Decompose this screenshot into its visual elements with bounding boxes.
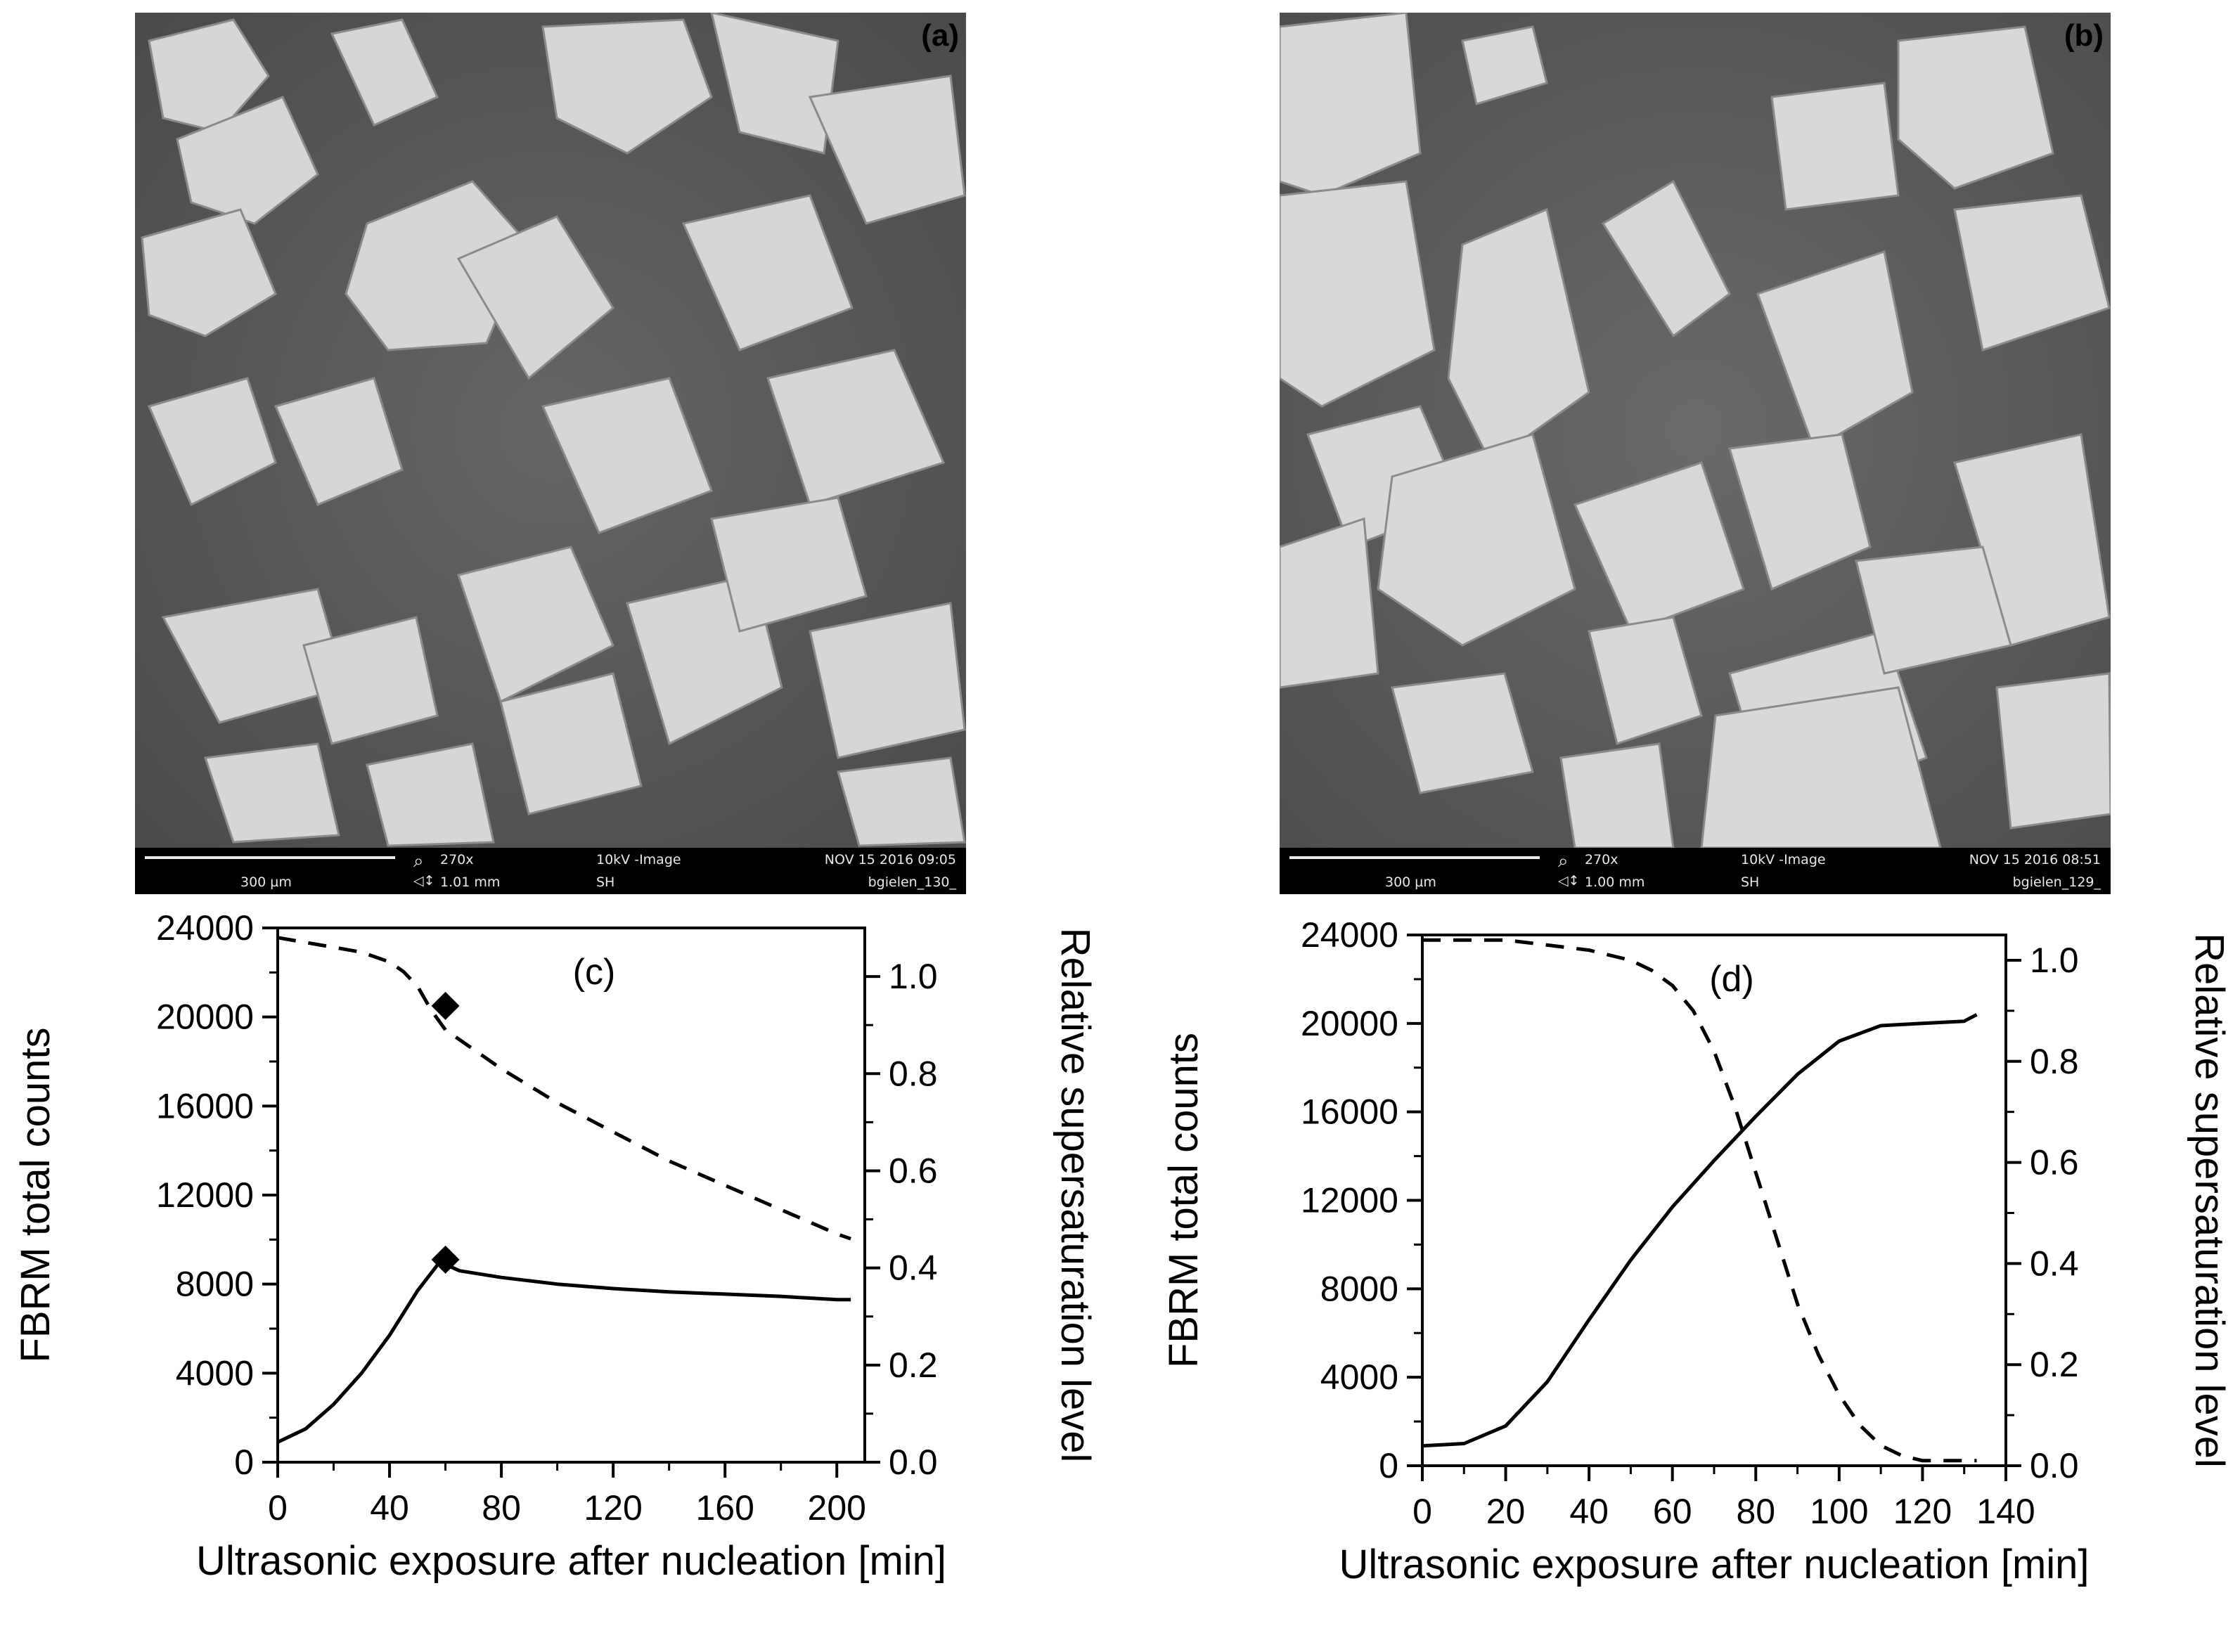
chart-d: 0 4000 8000 12000 16000 20000 24000 0.0 0.2 0.4 0.… bbox=[1161, 915, 2232, 1587]
y2-tick-label: 0.2 bbox=[889, 1346, 938, 1385]
y-tick-label: 20000 bbox=[1301, 1004, 1398, 1043]
y2-tick-label: 0.4 bbox=[889, 1248, 938, 1288]
y-tick-label: 12000 bbox=[1301, 1181, 1398, 1220]
x-tick-label: 20 bbox=[1486, 1492, 1526, 1531]
datetime-text: NOV 15 2016 08:51 bbox=[1969, 852, 2101, 867]
scale-bar-label: 300 µm bbox=[1385, 875, 1436, 890]
x-tick-label: 120 bbox=[1893, 1492, 1952, 1531]
y-tick-label: 8000 bbox=[1320, 1269, 1398, 1308]
magnification-text: 270x bbox=[440, 852, 474, 867]
y2-tick-label: 0.0 bbox=[889, 1443, 938, 1482]
y2-axis-label: Relative supersaturation level bbox=[2187, 933, 2232, 1468]
x-axis-label: Ultrasonic exposure after nucleation [mi… bbox=[196, 1538, 946, 1584]
y-axis-label: FBRM total counts bbox=[13, 1027, 58, 1362]
diamond-marker bbox=[431, 1245, 460, 1274]
field-width-icon: ◁↕ bbox=[413, 873, 435, 889]
field-width-icon: ◁↕ bbox=[1558, 873, 1580, 889]
y-tick-label: 4000 bbox=[176, 1353, 254, 1393]
x-tick-label: 0 bbox=[1412, 1492, 1432, 1531]
sem-image-a: 300 µm ⌕ 270x ◁↕ 1.01 mm 10kV -Image SH … bbox=[135, 13, 966, 894]
y2-tick-label: 1.0 bbox=[889, 957, 938, 996]
y-tick-label: 8000 bbox=[176, 1265, 254, 1304]
x-tick-label: 0 bbox=[268, 1488, 288, 1528]
field-width-text: 1.00 mm bbox=[1585, 875, 1645, 890]
fbrm-counts-series-line bbox=[276, 1260, 851, 1444]
sem-info-bar-b: 300 µm ⌕ 270x ◁↕ 1.00 mm 10kV -Image SH … bbox=[1280, 848, 2111, 894]
supersaturation-series-line bbox=[277, 936, 851, 1241]
panel-label-b: (b) bbox=[2064, 18, 2104, 53]
x-tick-label: 120 bbox=[584, 1488, 642, 1528]
supersaturation-series-line bbox=[1422, 938, 1977, 1463]
diamond-marker bbox=[431, 991, 460, 1020]
y-tick-label: 4000 bbox=[1320, 1357, 1398, 1397]
datetime-text: NOV 15 2016 09:05 bbox=[824, 852, 956, 867]
panel-label: (c) bbox=[573, 952, 616, 993]
filename-text: bgielen_129_ bbox=[2012, 875, 2101, 890]
magnification-text: 270x bbox=[1585, 852, 1618, 867]
panel-label: (d) bbox=[1709, 959, 1754, 1000]
y-tick-label: 24000 bbox=[156, 908, 254, 948]
scale-bar bbox=[1289, 856, 1540, 859]
voltage-text: 10kV -Image bbox=[1741, 852, 1826, 867]
y2-tick-label: 0.8 bbox=[2030, 1042, 2079, 1081]
x-tick-label: 160 bbox=[695, 1488, 754, 1528]
sem-image-b: 300 µm ⌕ 270x ◁↕ 1.00 mm 10kV -Image SH … bbox=[1280, 13, 2111, 894]
scale-bar-label: 300 µm bbox=[240, 875, 292, 890]
y-tick-label: 0 bbox=[234, 1443, 254, 1482]
y2-tick-label: 0.0 bbox=[2030, 1446, 2079, 1485]
plot-frame bbox=[1421, 934, 2007, 1467]
y-tick-label: 0 bbox=[1379, 1446, 1398, 1485]
x-tick-label: 80 bbox=[1736, 1492, 1775, 1531]
y2-tick-label: 1.0 bbox=[2030, 941, 2079, 980]
voltage-text: 10kV -Image bbox=[596, 852, 681, 867]
y2-tick-label: 0.8 bbox=[889, 1054, 938, 1093]
x-tick-label: 80 bbox=[482, 1488, 521, 1528]
x-tick-label: 40 bbox=[1569, 1492, 1609, 1531]
y2-tick-label: 0.6 bbox=[2030, 1143, 2079, 1182]
filename-text: bgielen_130_ bbox=[868, 875, 956, 890]
y-tick-label: 16000 bbox=[1301, 1092, 1398, 1132]
x-tick-label: 140 bbox=[1976, 1492, 2035, 1531]
panel-label-a: (a) bbox=[921, 18, 959, 53]
y2-tick-label: 0.2 bbox=[2030, 1345, 2079, 1384]
x-tick-label: 60 bbox=[1653, 1492, 1692, 1531]
y-tick-label: 16000 bbox=[156, 1086, 254, 1125]
x-tick-label: 100 bbox=[1810, 1492, 1868, 1531]
sem-crystals-b bbox=[1280, 13, 2111, 848]
y-axis-label: FBRM total counts bbox=[1161, 1033, 1206, 1368]
y-tick-label: 20000 bbox=[156, 998, 254, 1037]
sem-info-bar-a: 300 µm ⌕ 270x ◁↕ 1.01 mm 10kV -Image SH … bbox=[135, 848, 966, 894]
x-tick-label: 40 bbox=[370, 1488, 409, 1528]
magnify-icon: ⌕ bbox=[1558, 851, 1569, 872]
y2-tick-label: 0.4 bbox=[2030, 1244, 2079, 1283]
y-tick-label: 12000 bbox=[156, 1175, 254, 1215]
magnify-icon: ⌕ bbox=[413, 851, 424, 872]
scale-bar bbox=[145, 856, 395, 859]
detector-text: SH bbox=[1741, 875, 1760, 890]
y2-axis-label: Relative supersaturation level bbox=[1053, 928, 1098, 1463]
sem-crystals-a bbox=[135, 13, 966, 848]
chart-c: 0 4000 8000 12000 16000 20000 24000 0.0 0.2 0.4 0.… bbox=[13, 908, 1098, 1584]
y2-tick-label: 0.6 bbox=[889, 1151, 938, 1190]
detector-text: SH bbox=[596, 875, 615, 890]
field-width-text: 1.01 mm bbox=[440, 875, 501, 890]
plot-frame bbox=[276, 927, 866, 1464]
x-axis-label: Ultrasonic exposure after nucleation [mi… bbox=[1339, 1542, 2089, 1587]
fbrm-counts-series-line bbox=[1422, 1013, 1978, 1448]
y-tick-label: 24000 bbox=[1301, 915, 1398, 955]
x-tick-label: 200 bbox=[808, 1488, 866, 1528]
